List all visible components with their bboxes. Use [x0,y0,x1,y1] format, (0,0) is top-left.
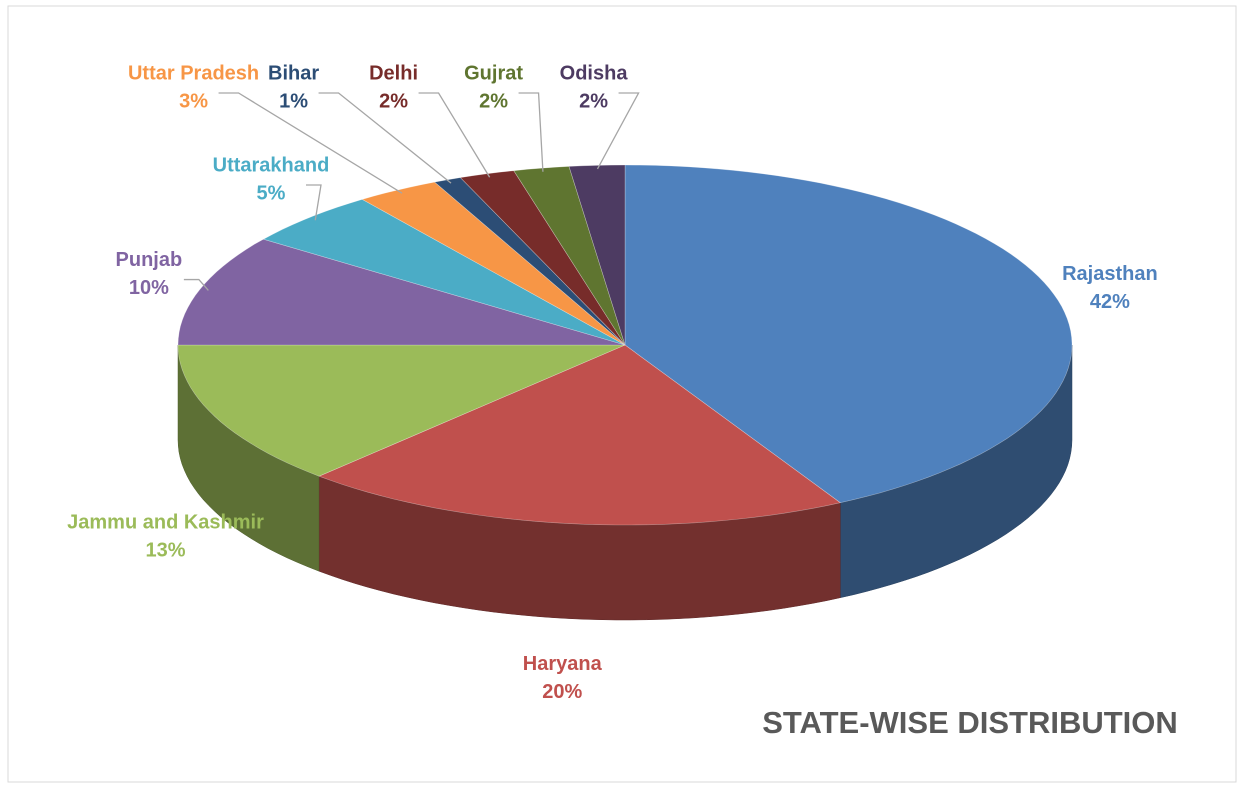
category-label: Gujrat [464,62,523,84]
category-label: Odisha [560,62,629,84]
value-label: 2% [579,90,608,112]
value-label: 13% [146,540,186,562]
leader-line [318,92,452,184]
category-label: Uttar Pradesh [128,62,259,84]
slice [177,238,626,346]
leader-line [183,278,209,291]
leader-line [596,92,640,170]
slice [624,164,1073,504]
category-label: Bihar [268,62,319,84]
value-label: 5% [257,182,286,204]
leader-line [418,92,491,178]
value-label: 42% [1090,291,1130,313]
value-label: 20% [542,681,582,703]
value-label: 2% [379,90,408,112]
slice [568,164,626,346]
chart-title: STATE-WISE DISTRIBUTION [762,705,1178,740]
category-label: Delhi [369,62,418,84]
category-label: Uttarakhand [213,154,330,176]
slice [177,344,626,477]
category-label: Haryana [523,653,603,675]
value-label: 1% [279,90,308,112]
category-label: Punjab [116,249,183,271]
category-label: Rajasthan [1062,263,1158,285]
value-label: 2% [479,90,508,112]
value-label: 10% [129,277,169,299]
slice [318,344,842,526]
value-label: 3% [179,90,208,112]
slice [262,199,626,346]
leader-line [218,92,403,194]
category-label: Jammu and Kashmir [67,512,264,534]
leader-line [518,92,544,172]
leader-line [305,184,322,221]
